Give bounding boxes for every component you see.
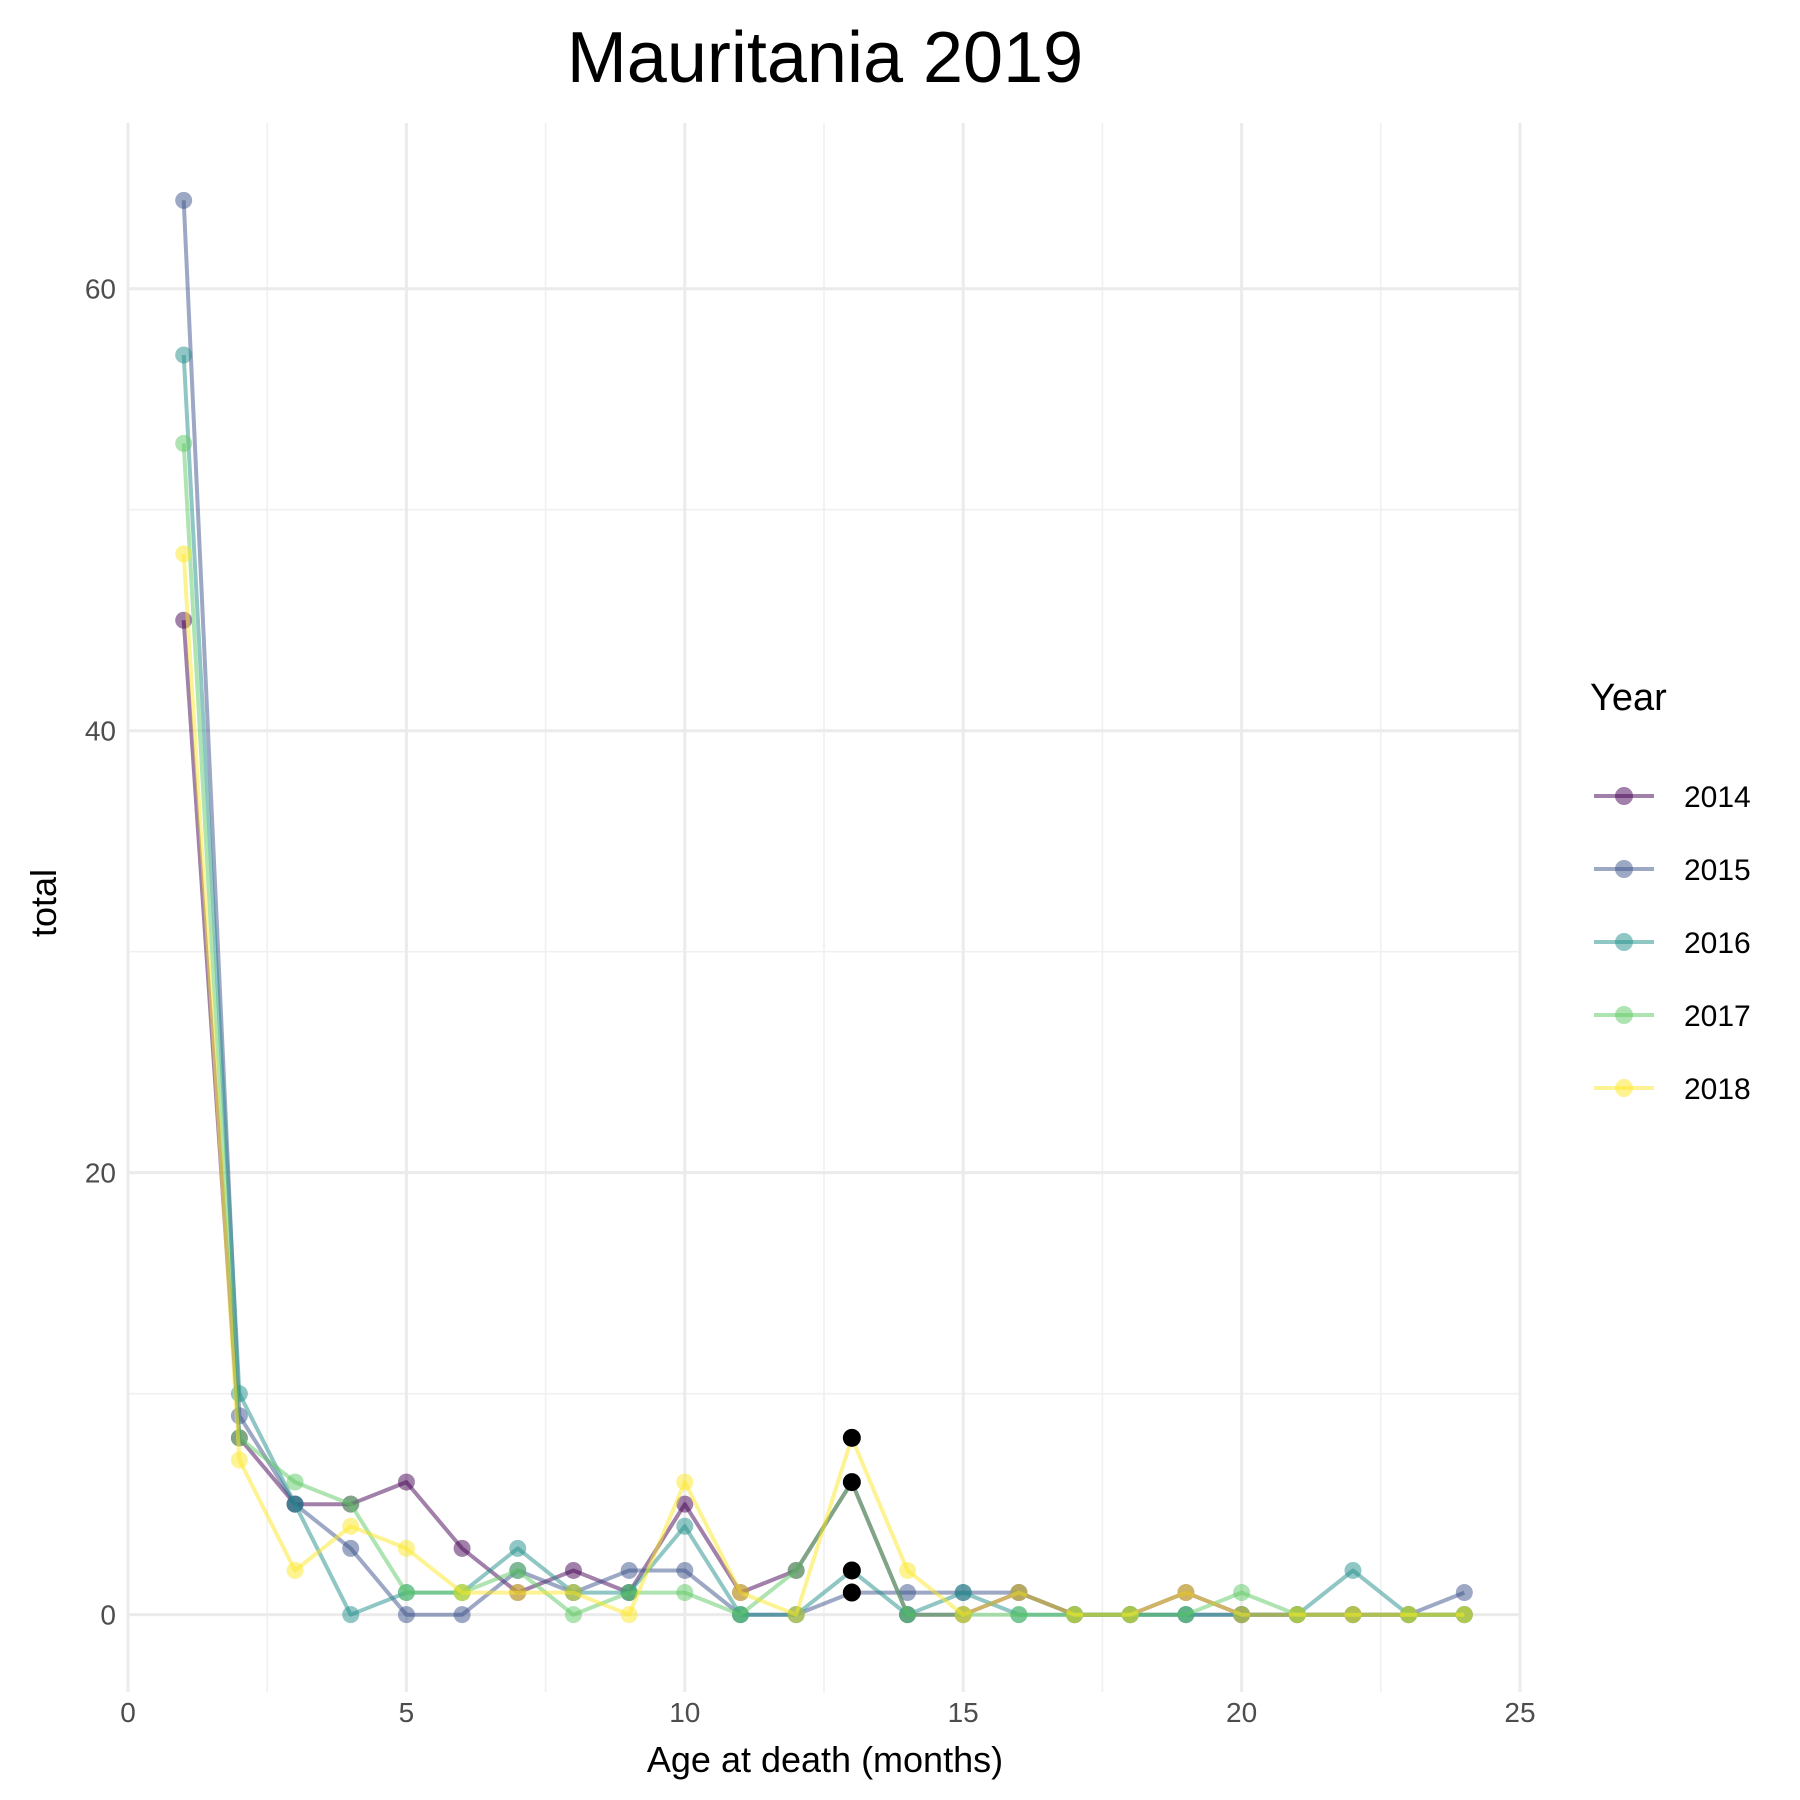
legend-item-2014: 2014 <box>1594 781 1751 814</box>
series-line <box>181 553 1465 1617</box>
series-layer <box>175 191 1473 1624</box>
grid <box>126 123 1522 1692</box>
legend-label: 2014 <box>1684 781 1751 814</box>
data-point <box>509 1561 527 1579</box>
highlight-point <box>842 1428 861 1447</box>
data-point <box>342 1517 360 1535</box>
data-point <box>286 1473 304 1491</box>
y-tick-label: 0 <box>100 1600 116 1631</box>
data-point <box>564 1584 582 1602</box>
data-point <box>453 1584 471 1602</box>
x-axis-title: Age at death (months) <box>647 1739 1003 1780</box>
data-point <box>453 1539 471 1557</box>
data-point <box>175 191 193 209</box>
data-point <box>397 1584 415 1602</box>
x-tick-label: 15 <box>948 1697 979 1728</box>
legend-key-point <box>1615 787 1633 805</box>
data-point <box>397 1606 415 1624</box>
data-point <box>676 1473 694 1491</box>
x-tick-label: 5 <box>399 1697 415 1728</box>
data-point <box>509 1539 527 1557</box>
legend-label: 2018 <box>1684 1073 1751 1106</box>
x-tick-labels: 0 5 10 15 20 25 <box>120 1697 1535 1728</box>
data-point <box>175 545 193 563</box>
legend-item-2015: 2015 <box>1594 854 1751 887</box>
series-2018 <box>175 545 1473 1624</box>
data-point <box>899 1606 917 1624</box>
legend-label: 2015 <box>1684 854 1751 887</box>
data-point <box>676 1517 694 1535</box>
data-point <box>1010 1584 1028 1602</box>
data-point <box>1121 1606 1139 1624</box>
highlight-point <box>842 1561 861 1580</box>
legend-key-point <box>1615 1006 1633 1024</box>
data-point <box>676 1561 694 1579</box>
legend-key-point <box>1615 933 1633 951</box>
data-point <box>731 1606 749 1624</box>
data-point <box>899 1584 917 1602</box>
x-tick-label: 25 <box>1504 1697 1535 1728</box>
data-point <box>342 1606 360 1624</box>
legend-key-point <box>1615 860 1633 878</box>
data-point <box>1344 1561 1362 1579</box>
legend-item-2016: 2016 <box>1594 927 1751 960</box>
highlight-point <box>842 1583 861 1602</box>
data-point <box>1400 1606 1418 1624</box>
data-point <box>453 1606 471 1624</box>
legend-key-point <box>1615 1079 1633 1097</box>
data-point <box>954 1606 972 1624</box>
legend-item-2018: 2018 <box>1594 1073 1751 1106</box>
legend-label: 2017 <box>1684 1000 1751 1033</box>
data-point <box>620 1606 638 1624</box>
data-point <box>1010 1606 1028 1624</box>
data-point <box>175 346 193 364</box>
highlight-layer <box>842 1428 861 1602</box>
legend-item-2017: 2017 <box>1594 1000 1751 1033</box>
data-point <box>676 1584 694 1602</box>
data-point <box>620 1584 638 1602</box>
y-tick-labels: 0 20 40 60 <box>85 274 116 1631</box>
legend-label: 2016 <box>1684 927 1751 960</box>
data-point <box>286 1561 304 1579</box>
highlight-point <box>842 1473 861 1492</box>
data-point <box>1344 1606 1362 1624</box>
x-tick-label: 20 <box>1226 1697 1257 1728</box>
x-tick-label: 10 <box>669 1697 700 1728</box>
y-tick-label: 20 <box>85 1158 116 1189</box>
legend: Year 2014 2015 2016 2017 2018 <box>1590 677 1751 1106</box>
data-point <box>1455 1606 1473 1624</box>
y-tick-label: 60 <box>85 274 116 305</box>
data-point <box>397 1539 415 1557</box>
data-point <box>954 1584 972 1602</box>
legend-items: 2014 2015 2016 2017 2018 <box>1594 781 1751 1106</box>
data-point <box>676 1495 694 1513</box>
data-point <box>731 1584 749 1602</box>
data-point <box>1177 1584 1195 1602</box>
data-point <box>342 1495 360 1513</box>
data-point <box>342 1539 360 1557</box>
data-point <box>175 434 193 452</box>
data-point <box>1288 1606 1306 1624</box>
data-point <box>564 1606 582 1624</box>
data-point <box>509 1584 527 1602</box>
data-point <box>1233 1584 1251 1602</box>
chart-title: Mauritania 2019 <box>567 18 1083 98</box>
data-point <box>286 1495 304 1513</box>
data-point <box>1177 1606 1195 1624</box>
data-point <box>1233 1606 1251 1624</box>
data-point <box>620 1561 638 1579</box>
x-tick-label: 0 <box>120 1697 136 1728</box>
data-point <box>1066 1606 1084 1624</box>
legend-title: Year <box>1590 677 1667 719</box>
data-point <box>230 1451 248 1469</box>
data-point <box>787 1561 805 1579</box>
data-point <box>899 1561 917 1579</box>
y-tick-label: 40 <box>85 716 116 747</box>
data-point <box>564 1561 582 1579</box>
data-point <box>1455 1584 1473 1602</box>
data-point <box>397 1473 415 1491</box>
y-axis-title: total <box>23 869 64 937</box>
data-point <box>787 1606 805 1624</box>
